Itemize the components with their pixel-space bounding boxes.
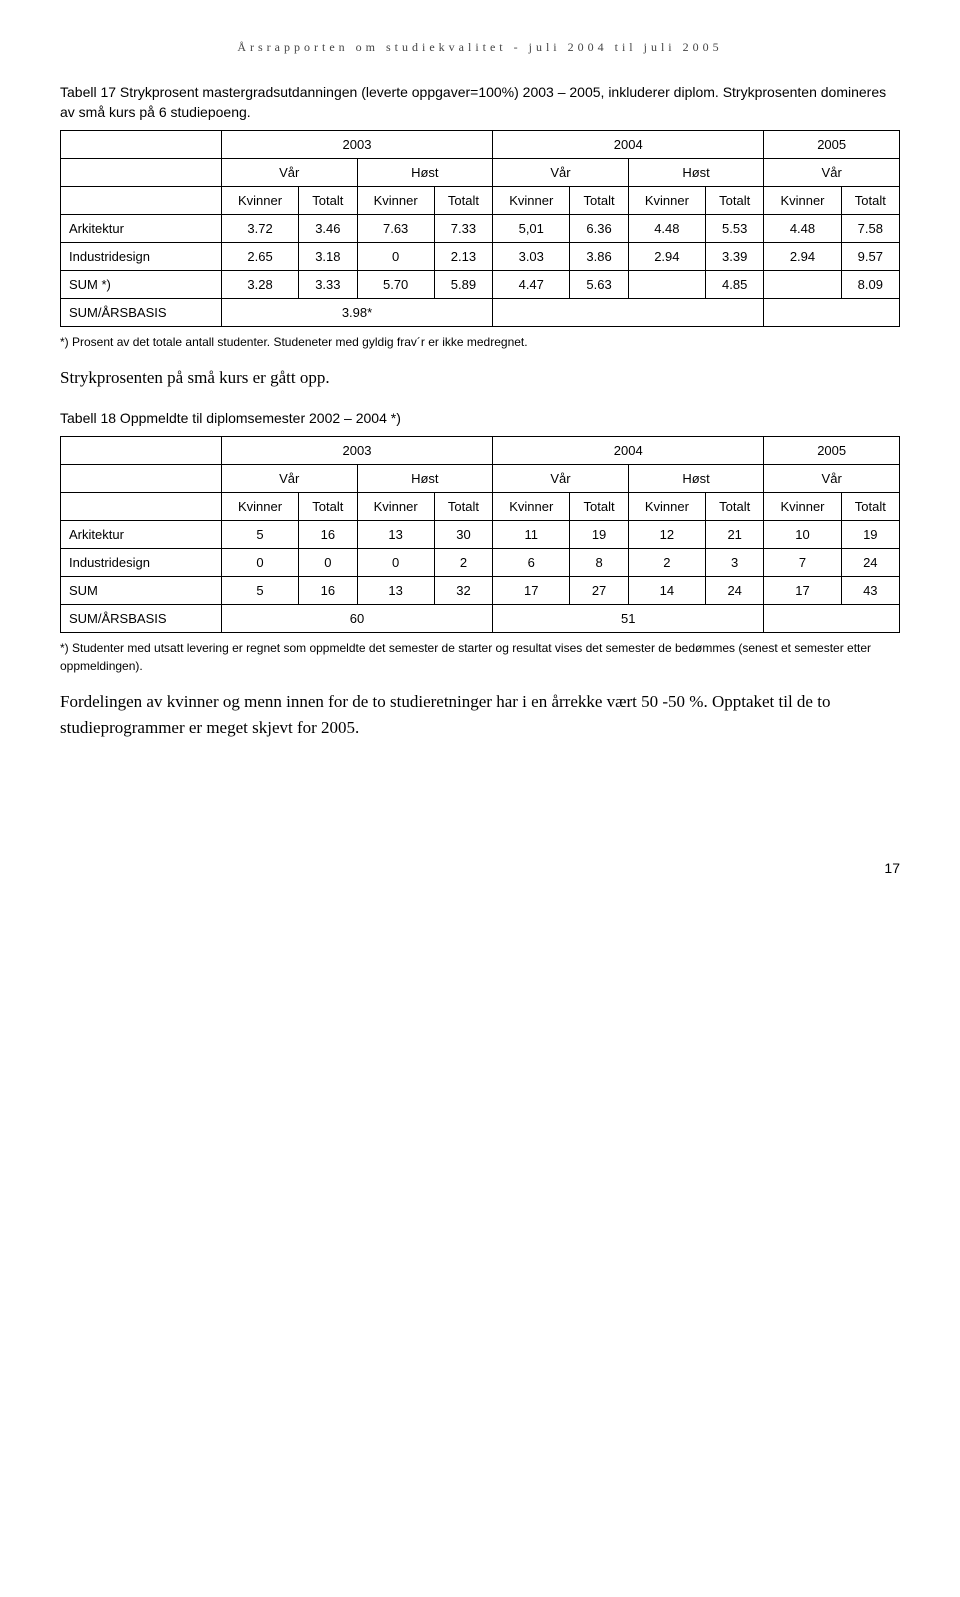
table17-season-3: Høst [628,159,764,187]
table17-sumrow: SUM/ÅRSBASIS 3.98* [61,299,900,327]
table18-season-2: Vår [493,465,629,493]
table-row: SUM *) 3.28 3.33 5.70 5.89 4.47 5.63 4.8… [61,271,900,299]
table17-blank2 [61,159,222,187]
table18-year-1: 2004 [493,437,764,465]
mid-paragraph: Strykprosenten på små kurs er gått opp. [60,365,900,391]
table17-caption: Tabell 17 Strykprosent mastergradsutdann… [60,83,900,122]
table17-year-0: 2003 [221,131,492,159]
page-number: 17 [60,860,900,876]
table17-subheader-row: Kvinner Totalt Kvinner Totalt Kvinner To… [61,187,900,215]
table17-season-4: Vår [764,159,900,187]
page-header: Årsrapporten om studiekvalitet - juli 20… [60,40,900,55]
table17-year-1: 2004 [493,131,764,159]
table18-footnote: *) Studenter med utsatt levering er regn… [60,639,900,675]
table18-caption: Tabell 18 Oppmeldte til diplomsemester 2… [60,409,900,429]
table-row: Arkitektur 5 16 13 30 11 19 12 21 10 19 [61,521,900,549]
table18: 2003 2004 2005 Vår Høst Vår Høst Vår Kvi… [60,436,900,633]
table18-sumrow: SUM/ÅRSBASIS 60 51 [61,605,900,633]
table17-season-0: Vår [221,159,357,187]
table17-blank [61,131,222,159]
table18-season-3: Høst [628,465,764,493]
table-row: Industridesign 0 0 0 2 6 8 2 3 7 24 [61,549,900,577]
table17-footnote: *) Prosent av det totale antall studente… [60,333,900,351]
table17-year-2: 2005 [764,131,900,159]
table18-year-0: 2003 [221,437,492,465]
table-row: Arkitektur 3.72 3.46 7.63 7.33 5,01 6.36… [61,215,900,243]
table18-season-4: Vår [764,465,900,493]
table18-year-2: 2005 [764,437,900,465]
table18-season-0: Vår [221,465,357,493]
table17-caption-part-a: Tabell 17 Strykprosent [60,84,199,100]
table17: 2003 2004 2005 Vår Høst Vår Høst Vår Kvi… [60,130,900,327]
table17-season-1: Høst [357,159,493,187]
bottom-paragraph: Fordelingen av kvinner og menn innen for… [60,689,900,740]
table17-season-2: Vår [493,159,629,187]
table-row: SUM 5 16 13 32 17 27 14 24 17 43 [61,577,900,605]
table18-season-1: Høst [357,465,493,493]
table18-blank [61,437,222,465]
table-row: Industridesign 2.65 3.18 0 2.13 3.03 3.8… [61,243,900,271]
table18-subheader-row: Kvinner Totalt Kvinner Totalt Kvinner To… [61,493,900,521]
